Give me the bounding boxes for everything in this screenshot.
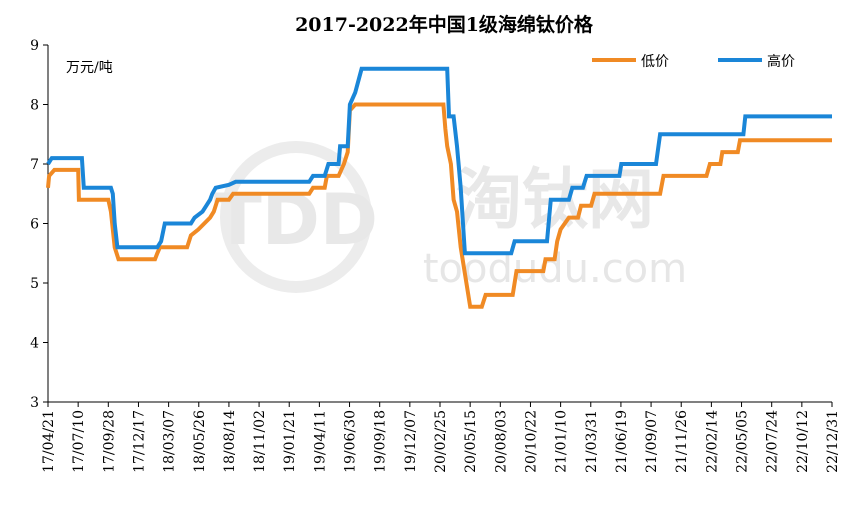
x-tick-label: 19/06/30 [343,410,359,473]
y-axis-ticks: 3 4 5 6 7 8 9 [30,38,48,411]
x-tick-label: 22/02/14 [704,410,720,473]
x-tick-label: 19/12/07 [403,410,419,473]
legend-label-high: 高价 [767,53,795,70]
series-line-high [46,66,832,256]
y-tick-label: 4 [30,336,39,352]
x-axis-ticks: 17/04/21 17/07/10 17/09/28 17/12/17 18/03/07… [41,402,841,473]
y-tick-label: 8 [30,98,39,114]
series-line-low [46,102,832,309]
x-tick-label: 21/03/31 [584,410,600,473]
x-tick-label: 21/01/10 [554,410,570,473]
y-tick-label: 6 [30,217,39,233]
x-tick-label: 22/12/31 [825,410,841,473]
x-tick-label: 20/10/22 [523,410,539,473]
y-tick-label: 3 [30,395,39,411]
x-tick-label: 20/08/03 [493,410,509,473]
x-tick-label: 18/08/14 [222,410,238,473]
x-tick-label: 21/06/19 [614,410,630,473]
x-tick-label: 19/01/21 [282,410,298,473]
x-tick-label: 20/02/25 [433,410,449,473]
x-tick-label: 20/05/15 [463,410,479,473]
y-tick-label: 7 [30,157,39,173]
y-axis-unit-label: 万元/吨 [66,60,113,76]
watermark-logo-text: TDD [214,179,378,261]
x-tick-label: 22/05/05 [735,410,751,473]
x-tick-label: 18/11/02 [252,410,268,473]
y-tick-label: 9 [30,38,39,54]
x-tick-label: 22/10/12 [795,410,811,473]
x-tick-label: 22/07/24 [765,410,781,473]
watermark-logo-ring [220,141,372,293]
x-tick-label: 18/05/26 [192,410,208,473]
x-tick-label: 18/03/07 [162,410,178,473]
legend-label-low: 低价 [641,54,669,70]
y-tick-label: 5 [30,276,39,292]
x-tick-label: 17/09/28 [101,410,117,473]
x-tick-label: 21/09/07 [644,410,660,473]
x-tick-label: 17/07/10 [71,410,87,473]
chart-title: 2017-2022年中国1级海绵钛价格 [295,13,594,36]
x-tick-label: 17/12/17 [131,410,147,473]
x-tick-label: 17/04/21 [41,410,57,473]
legend: 低价 高价 [592,53,795,70]
x-tick-label: 19/04/11 [312,410,328,473]
x-tick-label: 21/11/26 [674,410,690,473]
x-tick-label: 19/09/18 [373,410,389,473]
series-lines [46,66,832,309]
